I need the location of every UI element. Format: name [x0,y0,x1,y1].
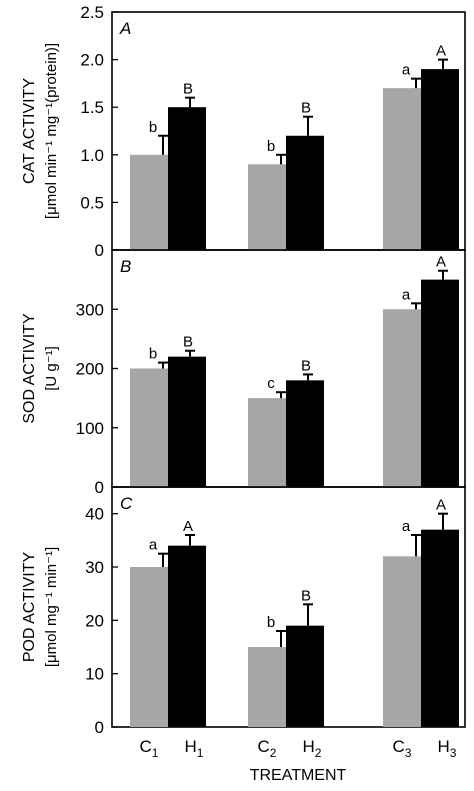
bar-h-1 [168,545,206,727]
y-tick-label: 40 [85,505,104,524]
x-tick-label: H1 [185,737,204,760]
significance-letter: A [183,518,193,535]
bar-h-3 [421,69,459,251]
significance-letter: B [301,100,311,117]
significance-letter: c [267,375,275,392]
significance-letter: B [183,81,193,98]
x-axis-title: TREATMENT [250,767,347,784]
y-tick-label: 100 [76,419,104,438]
bar-c-1 [130,567,168,727]
y-tick-label: 0 [95,478,104,497]
y-tick-label: 1.5 [80,98,104,117]
significance-letter: b [267,614,275,631]
y-axis-title: CAT ACTIVITY [21,78,38,184]
panel-C: C 0 10 20 30 40 POD ACTIVITY [μmol mg⁻¹ min⁻¹] a… [21,486,466,737]
panel-label: C [120,494,133,513]
x-tick-label: C2 [258,737,277,760]
y-tick-label: 0 [95,718,104,737]
y-tick-label: 1.0 [80,146,104,165]
bar-c-1 [130,368,168,487]
significance-letter: B [301,357,311,374]
bar-c-3 [383,88,421,250]
y-tick-label: 2.0 [80,51,104,70]
x-tick-label: H2 [303,737,322,760]
x-tick-label: C1 [140,737,159,760]
bar-h-2 [286,380,324,487]
significance-letter: b [267,138,275,155]
bar-h-2 [286,625,324,727]
bar-h-3 [421,529,459,727]
bar-h-3 [421,279,459,487]
significance-letter: a [402,62,411,79]
bar-h-1 [168,107,206,250]
bar-h-1 [168,356,206,487]
significance-letter: a [149,537,158,554]
bar-c-2 [248,164,286,250]
y-axis-unit: [U g⁻¹] [43,346,60,391]
y-axis-title: POD ACTIVITY [21,552,38,663]
y-tick-label: 10 [85,665,104,684]
panel-A: A 0 0.5 1.0 1.5 2.0 2.5 CAT ACTIVITY [μmol min⁻¹… [21,3,466,260]
panel-label: B [120,257,131,276]
panel-B: B 0 100 200 300 SOD ACTIVITY [U g⁻¹] b c a B B A [21,249,466,497]
bar-c-1 [130,154,168,250]
bar-h-2 [286,135,324,250]
y-tick-label: 0.5 [80,193,104,212]
bar-c-2 [248,398,286,487]
significance-letter: a [402,518,411,535]
y-tick-label: 20 [85,611,104,630]
significance-letter: B [183,334,193,351]
bar-c-3 [383,556,421,727]
y-axis-title: SOD ACTIVITY [21,313,38,424]
panel-label: A [119,19,131,38]
x-tick-label: H3 [438,737,457,760]
significance-letter: B [301,587,311,604]
significance-letter: b [149,346,157,363]
significance-letter: A [436,43,446,60]
y-tick-label: 2.5 [80,3,104,22]
significance-letter: b [149,119,157,136]
significance-letter: A [436,497,446,514]
y-tick-label: 300 [76,300,104,319]
significance-letter: A [436,254,446,271]
y-tick-label: 0 [95,241,104,260]
y-axis-unit: [μmol mg⁻¹ min⁻¹] [43,547,60,667]
x-tick-label: C3 [393,737,412,760]
significance-letter: a [402,286,411,303]
bar-c-3 [383,309,421,487]
y-tick-label: 200 [76,360,104,379]
y-tick-label: 30 [85,558,104,577]
y-axis-unit: [μmol min⁻¹ mg⁻¹(protein)] [43,43,60,219]
bar-c-2 [248,647,286,727]
